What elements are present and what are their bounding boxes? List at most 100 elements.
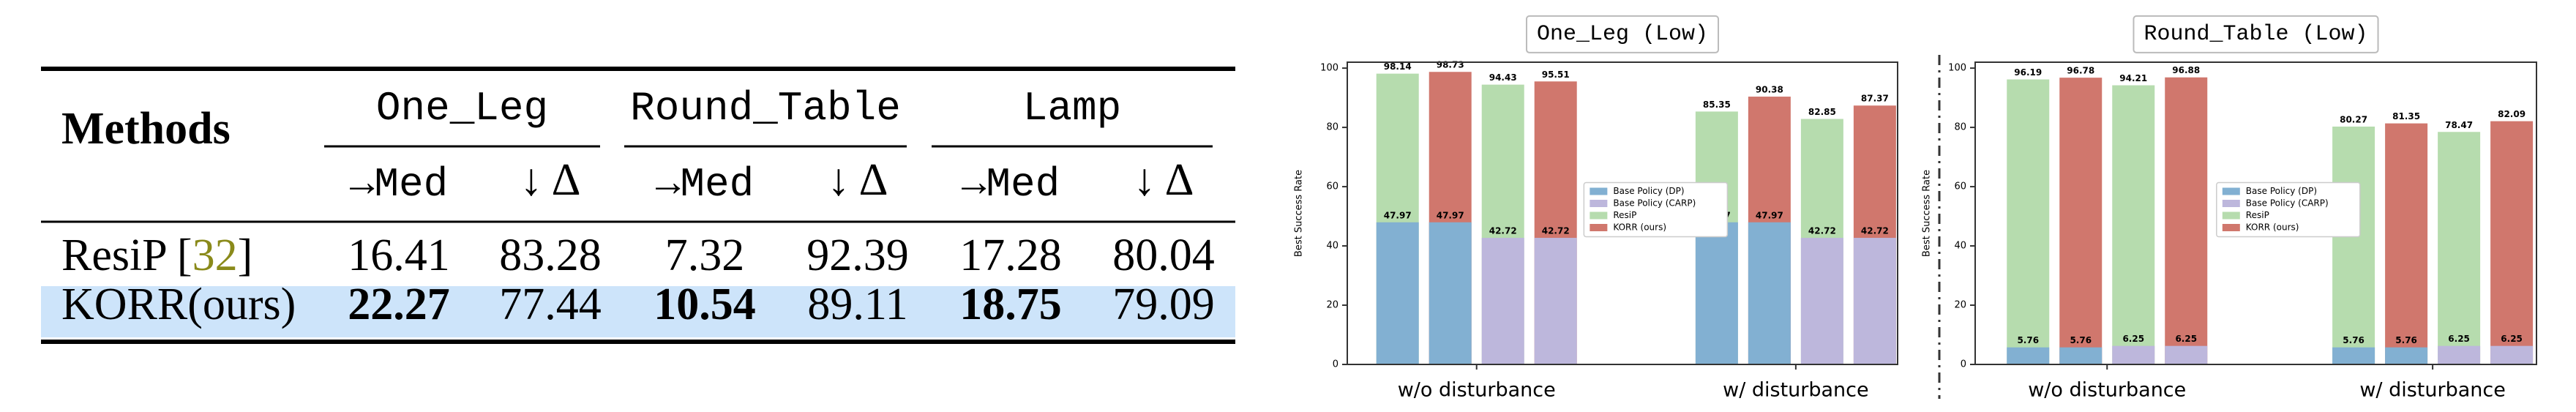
bar bbox=[2490, 345, 2534, 364]
value-label: 95.51 bbox=[1542, 70, 1570, 80]
x-tick-label: w/ disturbance bbox=[2359, 379, 2506, 402]
y-tick-label: 20 bbox=[1954, 300, 1966, 311]
legend-swatch bbox=[1590, 211, 1608, 220]
cell: 89.11 bbox=[807, 280, 907, 329]
chart-title: Round_Table (Low) bbox=[2143, 22, 2367, 47]
cell: 18.75 bbox=[959, 280, 1062, 329]
sub-header: ↓ Δ bbox=[520, 155, 581, 205]
title-box bbox=[2133, 15, 2379, 53]
method-name: ResiP [32] bbox=[61, 231, 252, 280]
x-tick-label: w/o disturbance bbox=[2028, 379, 2186, 402]
bar bbox=[2385, 123, 2428, 365]
y-tick-label: 60 bbox=[1954, 181, 1966, 192]
bar bbox=[1429, 222, 1472, 364]
legend-swatch bbox=[2222, 224, 2240, 231]
legend-label: ResiP bbox=[1613, 210, 1636, 220]
y-axis-label: Best Success Rate bbox=[1922, 170, 1933, 257]
legend-label: ResiP bbox=[2246, 210, 2269, 220]
bar bbox=[2332, 347, 2375, 364]
y-tick-label: 20 bbox=[1326, 300, 1338, 311]
bar bbox=[2490, 121, 2534, 365]
value-label: 5.76 bbox=[2343, 335, 2365, 345]
value-label: 96.78 bbox=[2067, 66, 2094, 76]
legend-label: Base Policy (DP) bbox=[2246, 186, 2317, 196]
legend-swatch bbox=[2222, 187, 2240, 195]
value-label: 47.97 bbox=[1756, 210, 1783, 220]
cell: 83.28 bbox=[499, 231, 602, 280]
value-label: 78.47 bbox=[2445, 120, 2473, 130]
y-axis-label: Best Success Rate bbox=[1294, 170, 1305, 257]
header-methods: Methods bbox=[61, 104, 231, 154]
y-tick-label: 40 bbox=[1326, 241, 1338, 252]
value-label: 85.35 bbox=[1703, 100, 1731, 110]
value-label: 81.35 bbox=[2392, 111, 2420, 121]
sub-header: →Med bbox=[350, 161, 448, 208]
legend-swatch bbox=[2222, 200, 2240, 207]
legend-label: Base Policy (CARP) bbox=[2246, 198, 2329, 209]
bar bbox=[2112, 345, 2155, 364]
legend-swatch bbox=[1590, 187, 1608, 195]
value-label: 6.25 bbox=[2175, 334, 2197, 344]
y-tick-label: 40 bbox=[1954, 241, 1966, 252]
title-box bbox=[1525, 15, 1720, 53]
value-label: 80.27 bbox=[2340, 114, 2367, 124]
y-tick-label: 80 bbox=[1954, 122, 1966, 133]
value-label: 47.97 bbox=[1384, 210, 1412, 220]
method-part: ] bbox=[238, 231, 253, 280]
cell: 92.39 bbox=[806, 231, 909, 280]
legend-box bbox=[2216, 181, 2361, 238]
legend-label: KORR (ours) bbox=[2246, 222, 2299, 233]
value-label: 90.38 bbox=[1756, 85, 1783, 95]
cell: 79.09 bbox=[1112, 280, 1215, 329]
bar bbox=[2165, 77, 2208, 364]
y-tick-label: 60 bbox=[1326, 181, 1338, 192]
method-part: ResiP [ bbox=[61, 231, 192, 280]
y-tick-label: 0 bbox=[1333, 359, 1338, 370]
value-label: 42.72 bbox=[1489, 226, 1517, 236]
cell: 80.04 bbox=[1112, 231, 1215, 280]
y-tick-label: 0 bbox=[1961, 359, 1966, 370]
legend-swatch bbox=[1590, 224, 1608, 231]
legend-label: Base Policy (CARP) bbox=[1613, 198, 1696, 209]
y-tick-label: 100 bbox=[1320, 63, 1338, 74]
sub-header: →Med bbox=[962, 161, 1060, 208]
method-name: KORR(ours) bbox=[61, 280, 296, 329]
bar bbox=[2438, 345, 2481, 364]
value-label: 82.85 bbox=[1808, 107, 1836, 117]
value-label: 6.25 bbox=[2448, 334, 2470, 344]
cell: 22.27 bbox=[348, 280, 450, 329]
value-label: 42.72 bbox=[1542, 226, 1570, 236]
sub-header: ↓ Δ bbox=[1134, 155, 1194, 205]
bar bbox=[1534, 238, 1577, 364]
bar bbox=[1748, 222, 1791, 364]
bar bbox=[2385, 347, 2428, 364]
value-label: 98.14 bbox=[1384, 61, 1412, 72]
value-label: 82.09 bbox=[2498, 109, 2526, 119]
legend-box bbox=[1583, 181, 1729, 238]
legend-label: Base Policy (DP) bbox=[1613, 186, 1684, 196]
plot-frame bbox=[1974, 61, 2537, 365]
sub-header: ↓ Δ bbox=[828, 155, 888, 205]
bar bbox=[1376, 222, 1419, 364]
bar bbox=[2332, 126, 2375, 364]
legend-swatch bbox=[1590, 200, 1608, 207]
y-tick-label: 80 bbox=[1326, 122, 1338, 133]
cell: 16.41 bbox=[348, 231, 450, 280]
bar bbox=[2059, 347, 2103, 364]
row-highlight bbox=[41, 286, 1235, 337]
group-header: Round_Table bbox=[630, 85, 901, 132]
method-part: KORR(ours) bbox=[61, 280, 296, 329]
value-label: 6.25 bbox=[2501, 334, 2523, 344]
group-header: One_Leg bbox=[376, 85, 548, 132]
legend-label: KORR (ours) bbox=[1613, 222, 1666, 233]
cell: 77.44 bbox=[499, 280, 602, 329]
x-tick-label: w/ disturbance bbox=[1723, 379, 1869, 402]
bar bbox=[2059, 78, 2103, 365]
x-tick-label: w/o disturbance bbox=[1398, 379, 1556, 402]
bar bbox=[2165, 345, 2208, 364]
value-label: 47.97 bbox=[1437, 210, 1464, 220]
sub-header: →Med bbox=[656, 161, 754, 208]
value-label: 42.72 bbox=[1861, 226, 1889, 236]
bar bbox=[1695, 222, 1738, 364]
